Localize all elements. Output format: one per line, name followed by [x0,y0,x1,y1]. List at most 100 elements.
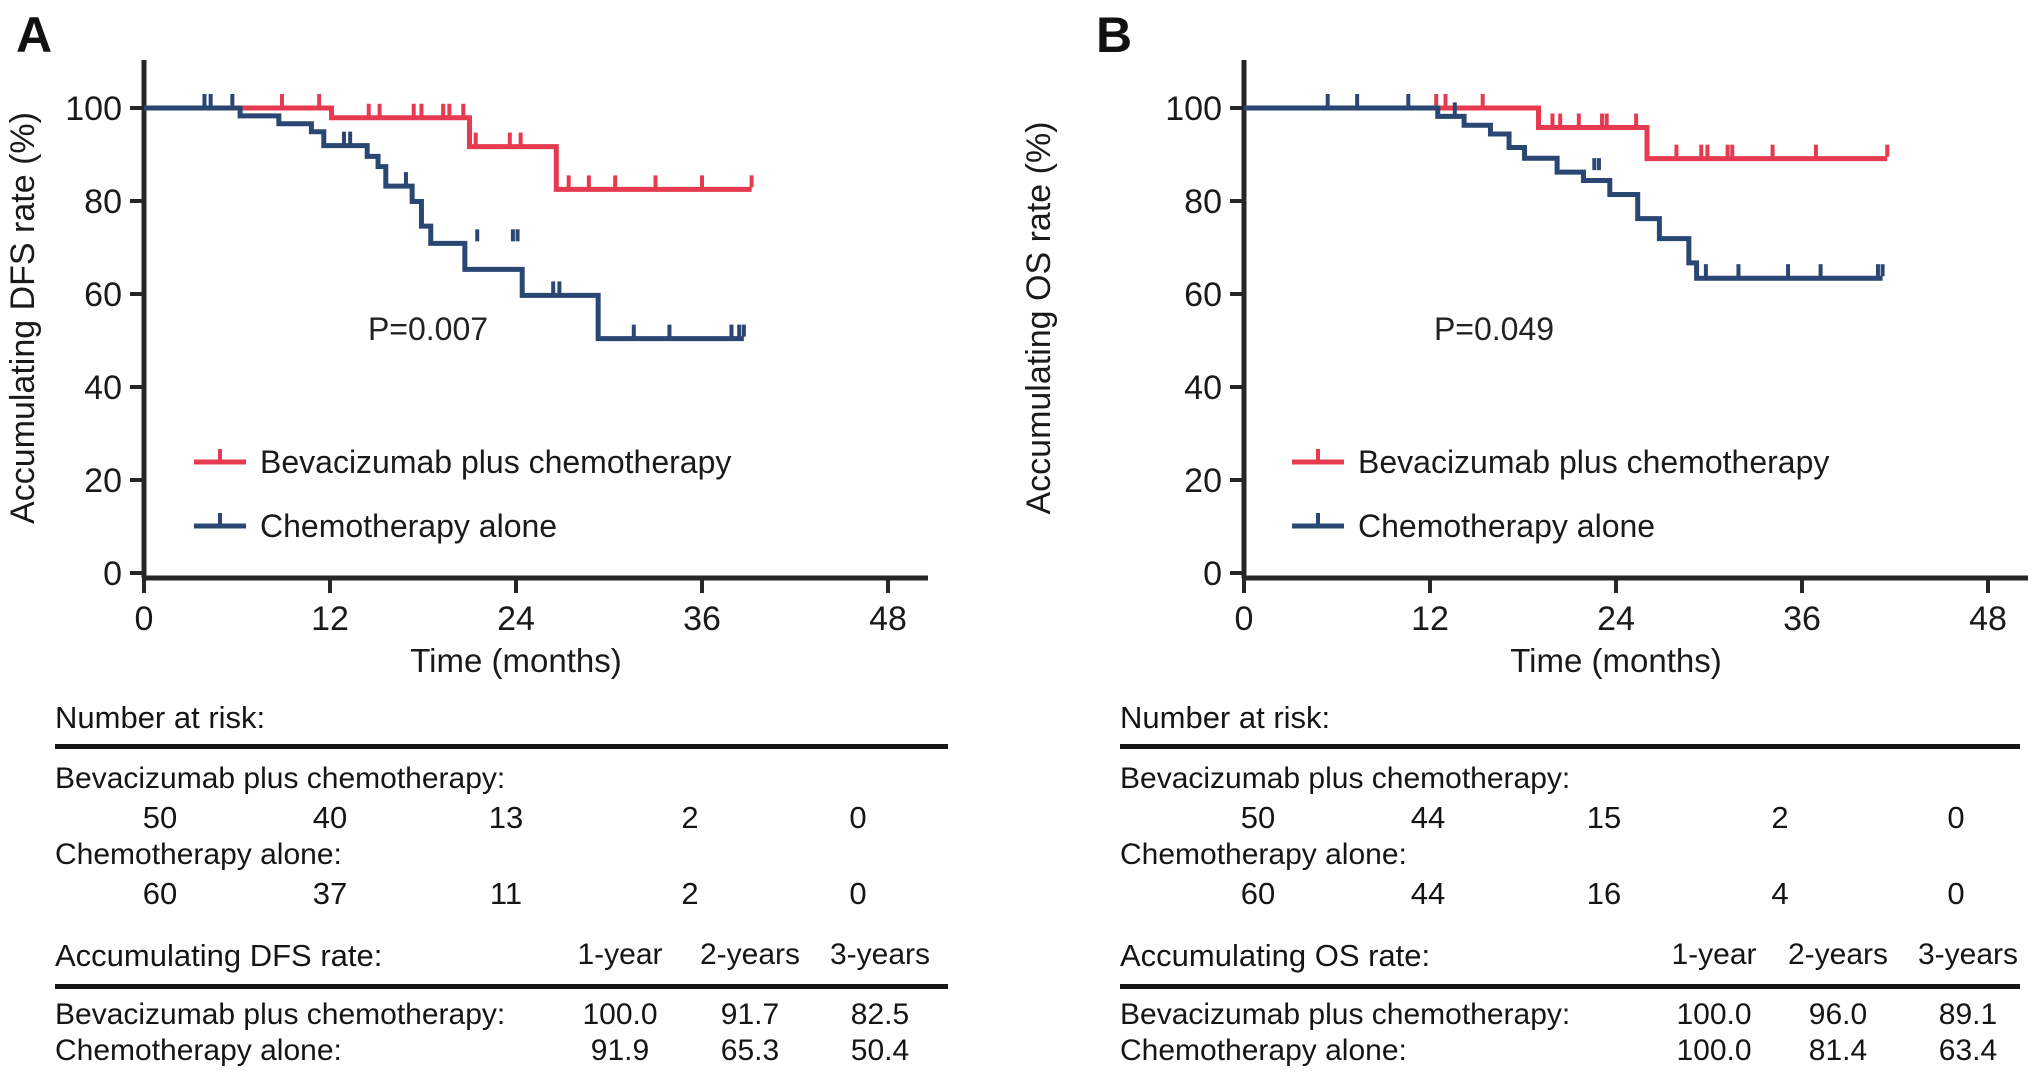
x-axis-title: Time (months) [410,642,621,679]
rate-column-header: 3-years [829,938,931,971]
rate-value: 81.4 [1808,1034,1868,1067]
risk-count: 60 [1240,876,1276,911]
risk-count: 2 [1771,800,1789,835]
risk-count: 11 [489,876,523,911]
x-tick-label: 24 [1597,600,1635,638]
rate-value: 63.4 [1938,1034,1998,1067]
risk-table-rule [55,744,948,749]
km-chart-os: 0 20 40 60 80 100 0 12 24 36 48 Time (months) Accumu… [1020,60,2028,679]
y-tick-label: 100 [1165,90,1222,128]
legend-item: Chemotherapy alone [1292,508,1655,544]
legend-item: Bevacizumab plus chemotherapy [1292,444,1829,480]
risk-count: 44 [1410,800,1446,835]
risk-row-label: Chemotherapy alone: [55,838,342,871]
rate-column-header: 2-years [699,938,801,971]
y-tick-label: 40 [84,369,122,407]
rate-table-title: Accumulating OS rate: [1120,938,1431,973]
x-tick-label: 0 [135,600,154,638]
risk-count: 0 [1947,800,1965,835]
km-curve-chemotherapy [144,105,744,342]
risk-count: 44 [1410,876,1446,911]
rate-value: 91.9 [590,1034,650,1067]
x-tick-label: 36 [1783,600,1821,638]
rate-value: 100.0 [582,998,658,1031]
y-axis-title: Accumulating DFS rate (%) [4,112,42,524]
x-tick-label: 12 [1411,600,1449,638]
panel-b-label: B [1096,7,1133,63]
risk-table-title: Number at risk: [1120,700,1331,735]
x-tick-label: 48 [869,600,907,638]
x-tick-label: 48 [1969,600,2007,638]
km-curve-chemotherapy [1244,105,1883,281]
y-axis-title: Accumulating OS rate (%) [1020,121,1058,514]
legend-label: Bevacizumab plus chemotherapy [1358,444,1829,480]
y-tick-label: 80 [84,183,122,221]
panel-b: B 0 20 40 60 80 100 0 12 24 36 48 Time (months) Accu… [1016,0,2032,1077]
risk-count: 13 [488,800,524,835]
rate-value: 65.3 [720,1034,780,1067]
risk-count: 4 [1771,876,1789,911]
rate-column-header: 2-years [1787,938,1889,971]
risk-count: 50 [1240,800,1276,835]
legend-label: Bevacizumab plus chemotherapy [260,444,731,480]
rate-value: 96.0 [1808,998,1868,1031]
x-tick-label: 0 [1235,600,1254,638]
y-tick-label: 0 [1203,555,1222,593]
km-curve-bevacizumab [144,105,752,192]
y-tick-label: 100 [65,90,122,128]
risk-row-label: Bevacizumab plus chemotherapy: [55,762,506,795]
legend-label: Chemotherapy alone [1358,508,1655,544]
y-tick-label: 20 [84,462,122,500]
rate-row-label: Bevacizumab plus chemotherapy: [55,998,506,1031]
y-tick-label: 80 [1184,183,1222,221]
rate-row-label: Chemotherapy alone: [1120,1034,1407,1067]
legend-item: Bevacizumab plus chemotherapy [194,444,731,480]
risk-count: 15 [1586,800,1622,835]
rate-column-header: 1-year [577,938,663,971]
risk-table-title: Number at risk: [55,700,266,735]
rate-table-rule [55,984,948,989]
risk-count: 16 [1586,876,1622,911]
x-tick-label: 36 [683,600,721,638]
p-value-label: P=0.049 [1434,311,1554,347]
panel-a-label: A [16,7,53,63]
rate-row-label: Bevacizumab plus chemotherapy: [1120,998,1571,1031]
rate-table-rule [1120,984,2020,989]
km-chart-dfs: 0 20 40 60 80 100 0 12 24 36 48 Time (months) Accumu… [4,60,928,679]
risk-row-label: Bevacizumab plus chemotherapy: [1120,762,1571,795]
x-axis-title: Time (months) [1510,642,1721,679]
risk-count: 37 [312,876,348,911]
y-tick-label: 60 [1184,276,1222,314]
rate-column-header: 3-years [1917,938,2019,971]
risk-count: 0 [849,876,867,911]
rate-value: 82.5 [850,998,910,1031]
risk-count: 60 [142,876,178,911]
panel-a: A 0 20 40 60 80 100 0 12 24 36 48 Time (months) Accu… [4,7,948,1067]
x-tick-label: 12 [311,600,349,638]
km-curve-bevacizumab [1244,105,1888,162]
risk-count: 2 [681,876,699,911]
risk-count: 50 [142,800,178,835]
rate-value: 100.0 [1676,998,1752,1031]
rate-value: 100.0 [1676,1034,1752,1067]
rate-value: 89.1 [1938,998,1998,1031]
risk-count: 0 [849,800,867,835]
x-tick-label: 24 [497,600,535,638]
rate-value: 91.7 [720,998,780,1031]
legend-label: Chemotherapy alone [260,508,557,544]
risk-count: 40 [312,800,348,835]
legend-item: Chemotherapy alone [194,508,557,544]
y-tick-label: 20 [1184,462,1222,500]
rate-table-title: Accumulating DFS rate: [55,938,383,973]
risk-table-rule [1120,744,2020,749]
y-tick-label: 0 [103,555,122,593]
rate-value: 50.4 [850,1034,910,1067]
risk-count: 2 [681,800,699,835]
risk-row-label: Chemotherapy alone: [1120,838,1407,871]
y-tick-label: 60 [84,276,122,314]
rate-column-header: 1-year [1671,938,1757,971]
y-tick-label: 40 [1184,369,1222,407]
p-value-label: P=0.007 [368,311,488,347]
rate-row-label: Chemotherapy alone: [55,1034,342,1067]
